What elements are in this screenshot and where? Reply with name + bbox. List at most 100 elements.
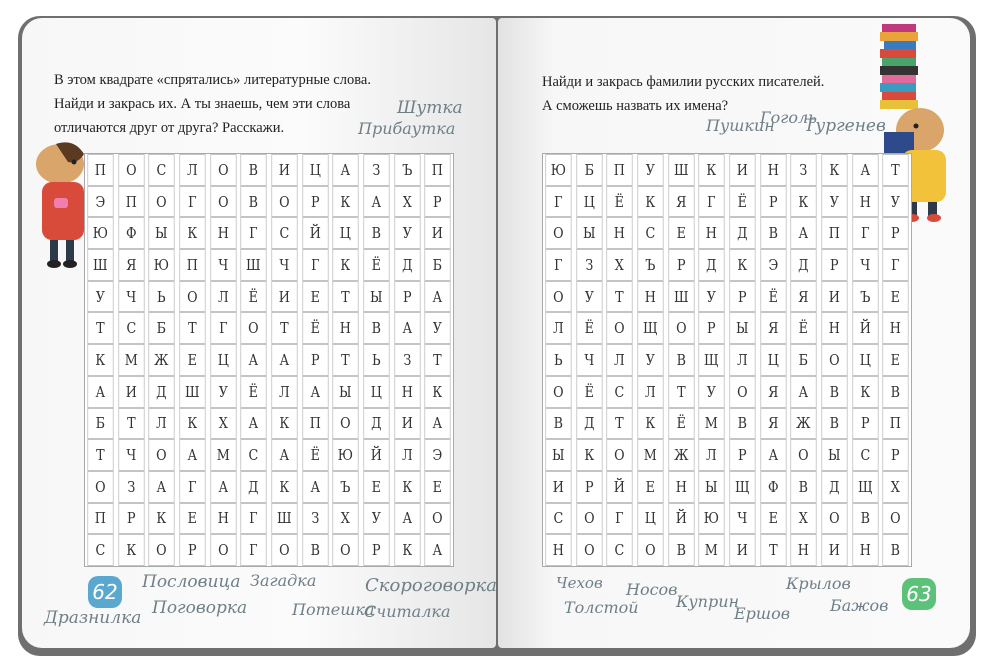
grid-cell[interactable]: Ё xyxy=(759,280,787,313)
grid-cell[interactable]: Г xyxy=(240,534,267,566)
grid-cell[interactable]: И xyxy=(729,534,756,566)
grid-cell[interactable]: Х xyxy=(606,249,633,281)
grid-cell[interactable]: Т xyxy=(332,344,359,376)
grid-cell[interactable]: Й xyxy=(301,217,329,250)
grid-cell[interactable]: Д xyxy=(363,407,390,440)
grid-cell[interactable]: Ш xyxy=(667,280,695,313)
grid-cell[interactable]: А xyxy=(790,375,817,408)
grid-cell[interactable]: У xyxy=(209,375,237,408)
grid-cell[interactable]: Ф xyxy=(117,217,145,250)
grid-cell[interactable]: Ы xyxy=(545,439,572,471)
grid-cell[interactable]: Д xyxy=(729,217,756,250)
grid-cell[interactable]: О xyxy=(179,280,206,313)
grid-cell[interactable]: Ы xyxy=(729,312,756,345)
grid-cell[interactable]: Б xyxy=(424,249,451,281)
grid-cell[interactable]: Ё xyxy=(240,280,267,313)
grid-cell[interactable]: О xyxy=(148,185,175,218)
grid-cell[interactable]: П xyxy=(179,249,206,281)
grid-cell[interactable]: Р xyxy=(179,534,206,566)
grid-cell[interactable]: К xyxy=(851,375,879,408)
grid-cell[interactable]: Н xyxy=(851,185,879,218)
grid-cell[interactable]: М xyxy=(698,407,725,440)
grid-cell[interactable]: Щ xyxy=(637,312,664,345)
grid-cell[interactable]: А xyxy=(393,312,421,345)
grid-cell[interactable]: Р xyxy=(821,249,848,281)
grid-cell[interactable]: Ё xyxy=(301,439,329,471)
grid-cell[interactable]: Р xyxy=(393,280,421,313)
grid-cell[interactable]: С xyxy=(87,534,114,566)
grid-cell[interactable]: И xyxy=(821,534,848,566)
grid-cell[interactable]: В xyxy=(729,407,756,440)
grid-cell[interactable]: Ш xyxy=(271,502,298,535)
grid-cell[interactable]: Ч xyxy=(851,249,879,281)
grid-cell[interactable]: Г xyxy=(179,470,206,503)
grid-cell[interactable]: И xyxy=(424,217,451,250)
grid-cell[interactable]: Н xyxy=(790,534,817,566)
grid-cell[interactable]: И xyxy=(729,154,756,186)
grid-cell[interactable]: А xyxy=(424,280,451,313)
grid-cell[interactable]: А xyxy=(87,375,114,408)
grid-cell[interactable]: Ъ xyxy=(637,249,664,281)
grid-cell[interactable]: Ц xyxy=(575,185,603,218)
grid-cell[interactable]: У xyxy=(87,280,114,313)
grid-cell[interactable]: У xyxy=(575,280,603,313)
grid-cell[interactable]: Л xyxy=(271,375,298,408)
grid-cell[interactable]: Ц xyxy=(209,344,237,376)
grid-cell[interactable]: У xyxy=(821,185,848,218)
grid-cell[interactable]: К xyxy=(575,439,603,471)
grid-cell[interactable]: Д xyxy=(148,375,175,408)
grid-cell[interactable]: И xyxy=(271,154,298,186)
grid-cell[interactable]: Т xyxy=(882,154,909,186)
grid-cell[interactable]: П xyxy=(87,154,114,186)
grid-cell[interactable]: Р xyxy=(759,185,787,218)
grid-cell[interactable]: О xyxy=(821,502,848,535)
grid-cell[interactable]: Ч xyxy=(209,249,237,281)
grid-cell[interactable]: Ы xyxy=(698,470,725,503)
grid-cell[interactable]: Е xyxy=(667,217,695,250)
grid-cell[interactable]: А xyxy=(240,407,267,440)
grid-cell[interactable]: Е xyxy=(759,502,787,535)
grid-cell[interactable]: В xyxy=(790,470,817,503)
grid-cell[interactable]: Р xyxy=(882,439,909,471)
grid-cell[interactable]: Е xyxy=(424,470,451,503)
grid-cell[interactable]: Ъ xyxy=(393,154,421,186)
grid-cell[interactable]: Д xyxy=(698,249,725,281)
grid-cell[interactable]: Э xyxy=(759,249,787,281)
grid-cell[interactable]: К xyxy=(332,249,359,281)
grid-cell[interactable]: З xyxy=(301,502,329,535)
grid-cell[interactable]: У xyxy=(882,185,909,218)
grid-cell[interactable]: Й xyxy=(851,312,879,345)
grid-cell[interactable]: К xyxy=(148,502,175,535)
grid-cell[interactable]: В xyxy=(667,344,695,376)
grid-cell[interactable]: Ш xyxy=(179,375,206,408)
grid-cell[interactable]: Р xyxy=(363,534,390,566)
grid-cell[interactable]: Ы xyxy=(821,439,848,471)
grid-cell[interactable]: Л xyxy=(606,344,633,376)
grid-cell[interactable]: З xyxy=(790,154,817,186)
grid-cell[interactable]: А xyxy=(301,470,329,503)
grid-cell[interactable]: И xyxy=(117,375,145,408)
grid-cell[interactable]: Й xyxy=(667,502,695,535)
grid-cell[interactable]: Ё xyxy=(575,375,603,408)
grid-cell[interactable]: Ц xyxy=(851,344,879,376)
grid-cell[interactable]: Г xyxy=(882,249,909,281)
grid-cell[interactable]: Н xyxy=(667,470,695,503)
grid-cell[interactable]: К xyxy=(729,249,756,281)
grid-cell[interactable]: Л xyxy=(148,407,175,440)
grid-cell[interactable]: З xyxy=(117,470,145,503)
grid-cell[interactable]: У xyxy=(393,217,421,250)
grid-cell[interactable]: Л xyxy=(545,312,572,345)
grid-cell[interactable]: О xyxy=(575,534,603,566)
grid-cell[interactable]: Ш xyxy=(667,154,695,186)
grid-cell[interactable]: К xyxy=(637,407,664,440)
grid-cell[interactable]: О xyxy=(545,280,572,313)
grid-cell[interactable]: Л xyxy=(179,154,206,186)
grid-cell[interactable]: Ч xyxy=(575,344,603,376)
grid-cell[interactable]: Р xyxy=(698,312,725,345)
grid-cell[interactable]: С xyxy=(606,375,633,408)
grid-cell[interactable]: О xyxy=(424,502,451,535)
grid-cell[interactable]: О xyxy=(209,154,237,186)
grid-cell[interactable]: Ё xyxy=(667,407,695,440)
grid-cell[interactable]: Л xyxy=(209,280,237,313)
grid-cell[interactable]: Е xyxy=(363,470,390,503)
